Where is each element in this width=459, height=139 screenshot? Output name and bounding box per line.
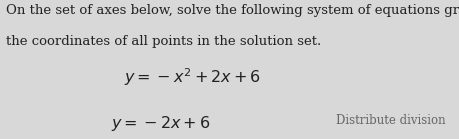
- Text: the coordinates of all points in the solution set.: the coordinates of all points in the sol…: [6, 35, 321, 48]
- Text: On the set of axes below, solve the following system of equations graphically an: On the set of axes below, solve the foll…: [6, 4, 459, 17]
- Text: Distribute division: Distribute division: [336, 114, 445, 127]
- Text: $y = -2x + 6$: $y = -2x + 6$: [111, 114, 210, 133]
- Text: $y = -x^2 + 2x + 6$: $y = -x^2 + 2x + 6$: [124, 67, 261, 88]
